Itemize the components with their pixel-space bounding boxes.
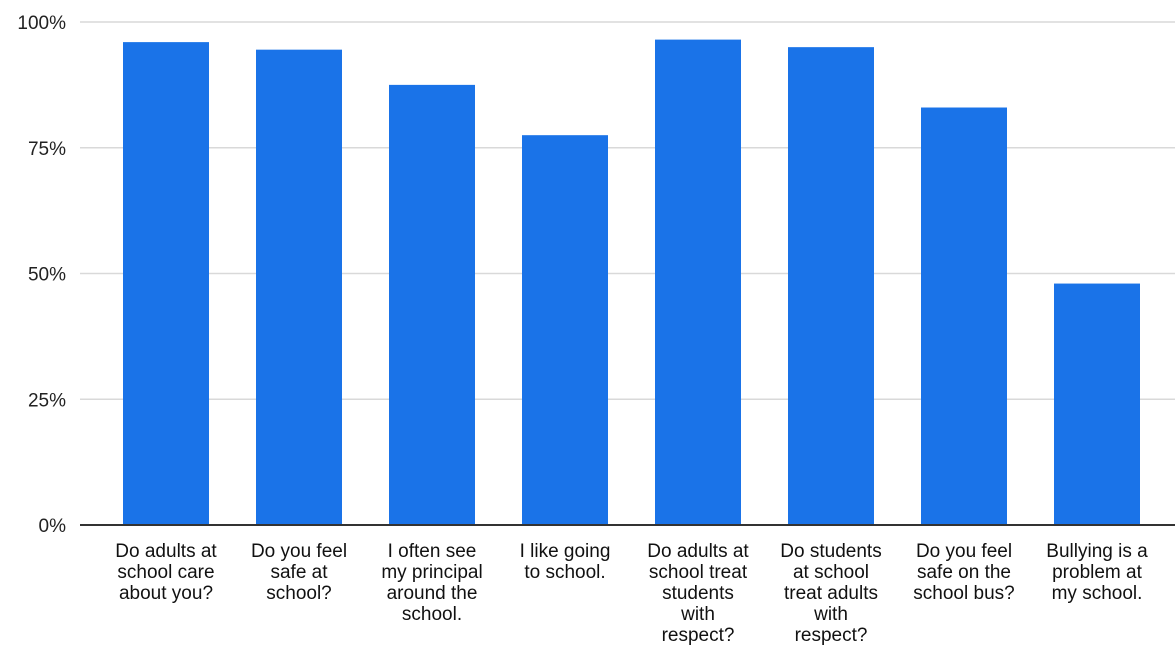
category-label: I often see my principal around the school. [381, 541, 482, 625]
bar [655, 39, 741, 525]
y-tick-label: 25% [28, 390, 66, 411]
category-label: Bullying is a problem at my school. [1046, 541, 1148, 604]
category-labels: Do adults at school care about you? Do you … [115, 541, 1148, 646]
y-tick-label: 75% [28, 139, 66, 160]
bar [522, 135, 608, 526]
bar [123, 42, 209, 526]
category-label: Do you feel safe at school? [251, 541, 347, 604]
bar [1054, 283, 1140, 525]
gridlines [80, 21, 1175, 400]
category-label: Do adults at school treat students with resp… [647, 541, 749, 646]
y-tick-label: 50% [28, 265, 66, 286]
bars [123, 39, 1140, 526]
bar [389, 84, 475, 525]
bar [921, 107, 1007, 525]
category-label: Do students at school treat adults with resp… [780, 541, 881, 646]
category-label: Do you feel safe on the school bus? [913, 541, 1014, 604]
bar [788, 47, 874, 526]
y-tick-label: 0% [39, 516, 67, 537]
y-tick-label: 100% [17, 13, 66, 34]
bar [256, 49, 342, 525]
category-label: Do adults at school care about you? [115, 541, 217, 604]
category-label: I like going to school. [520, 541, 611, 583]
y-tick-labels: 0% 25% 50% 75% 100% [17, 13, 66, 537]
